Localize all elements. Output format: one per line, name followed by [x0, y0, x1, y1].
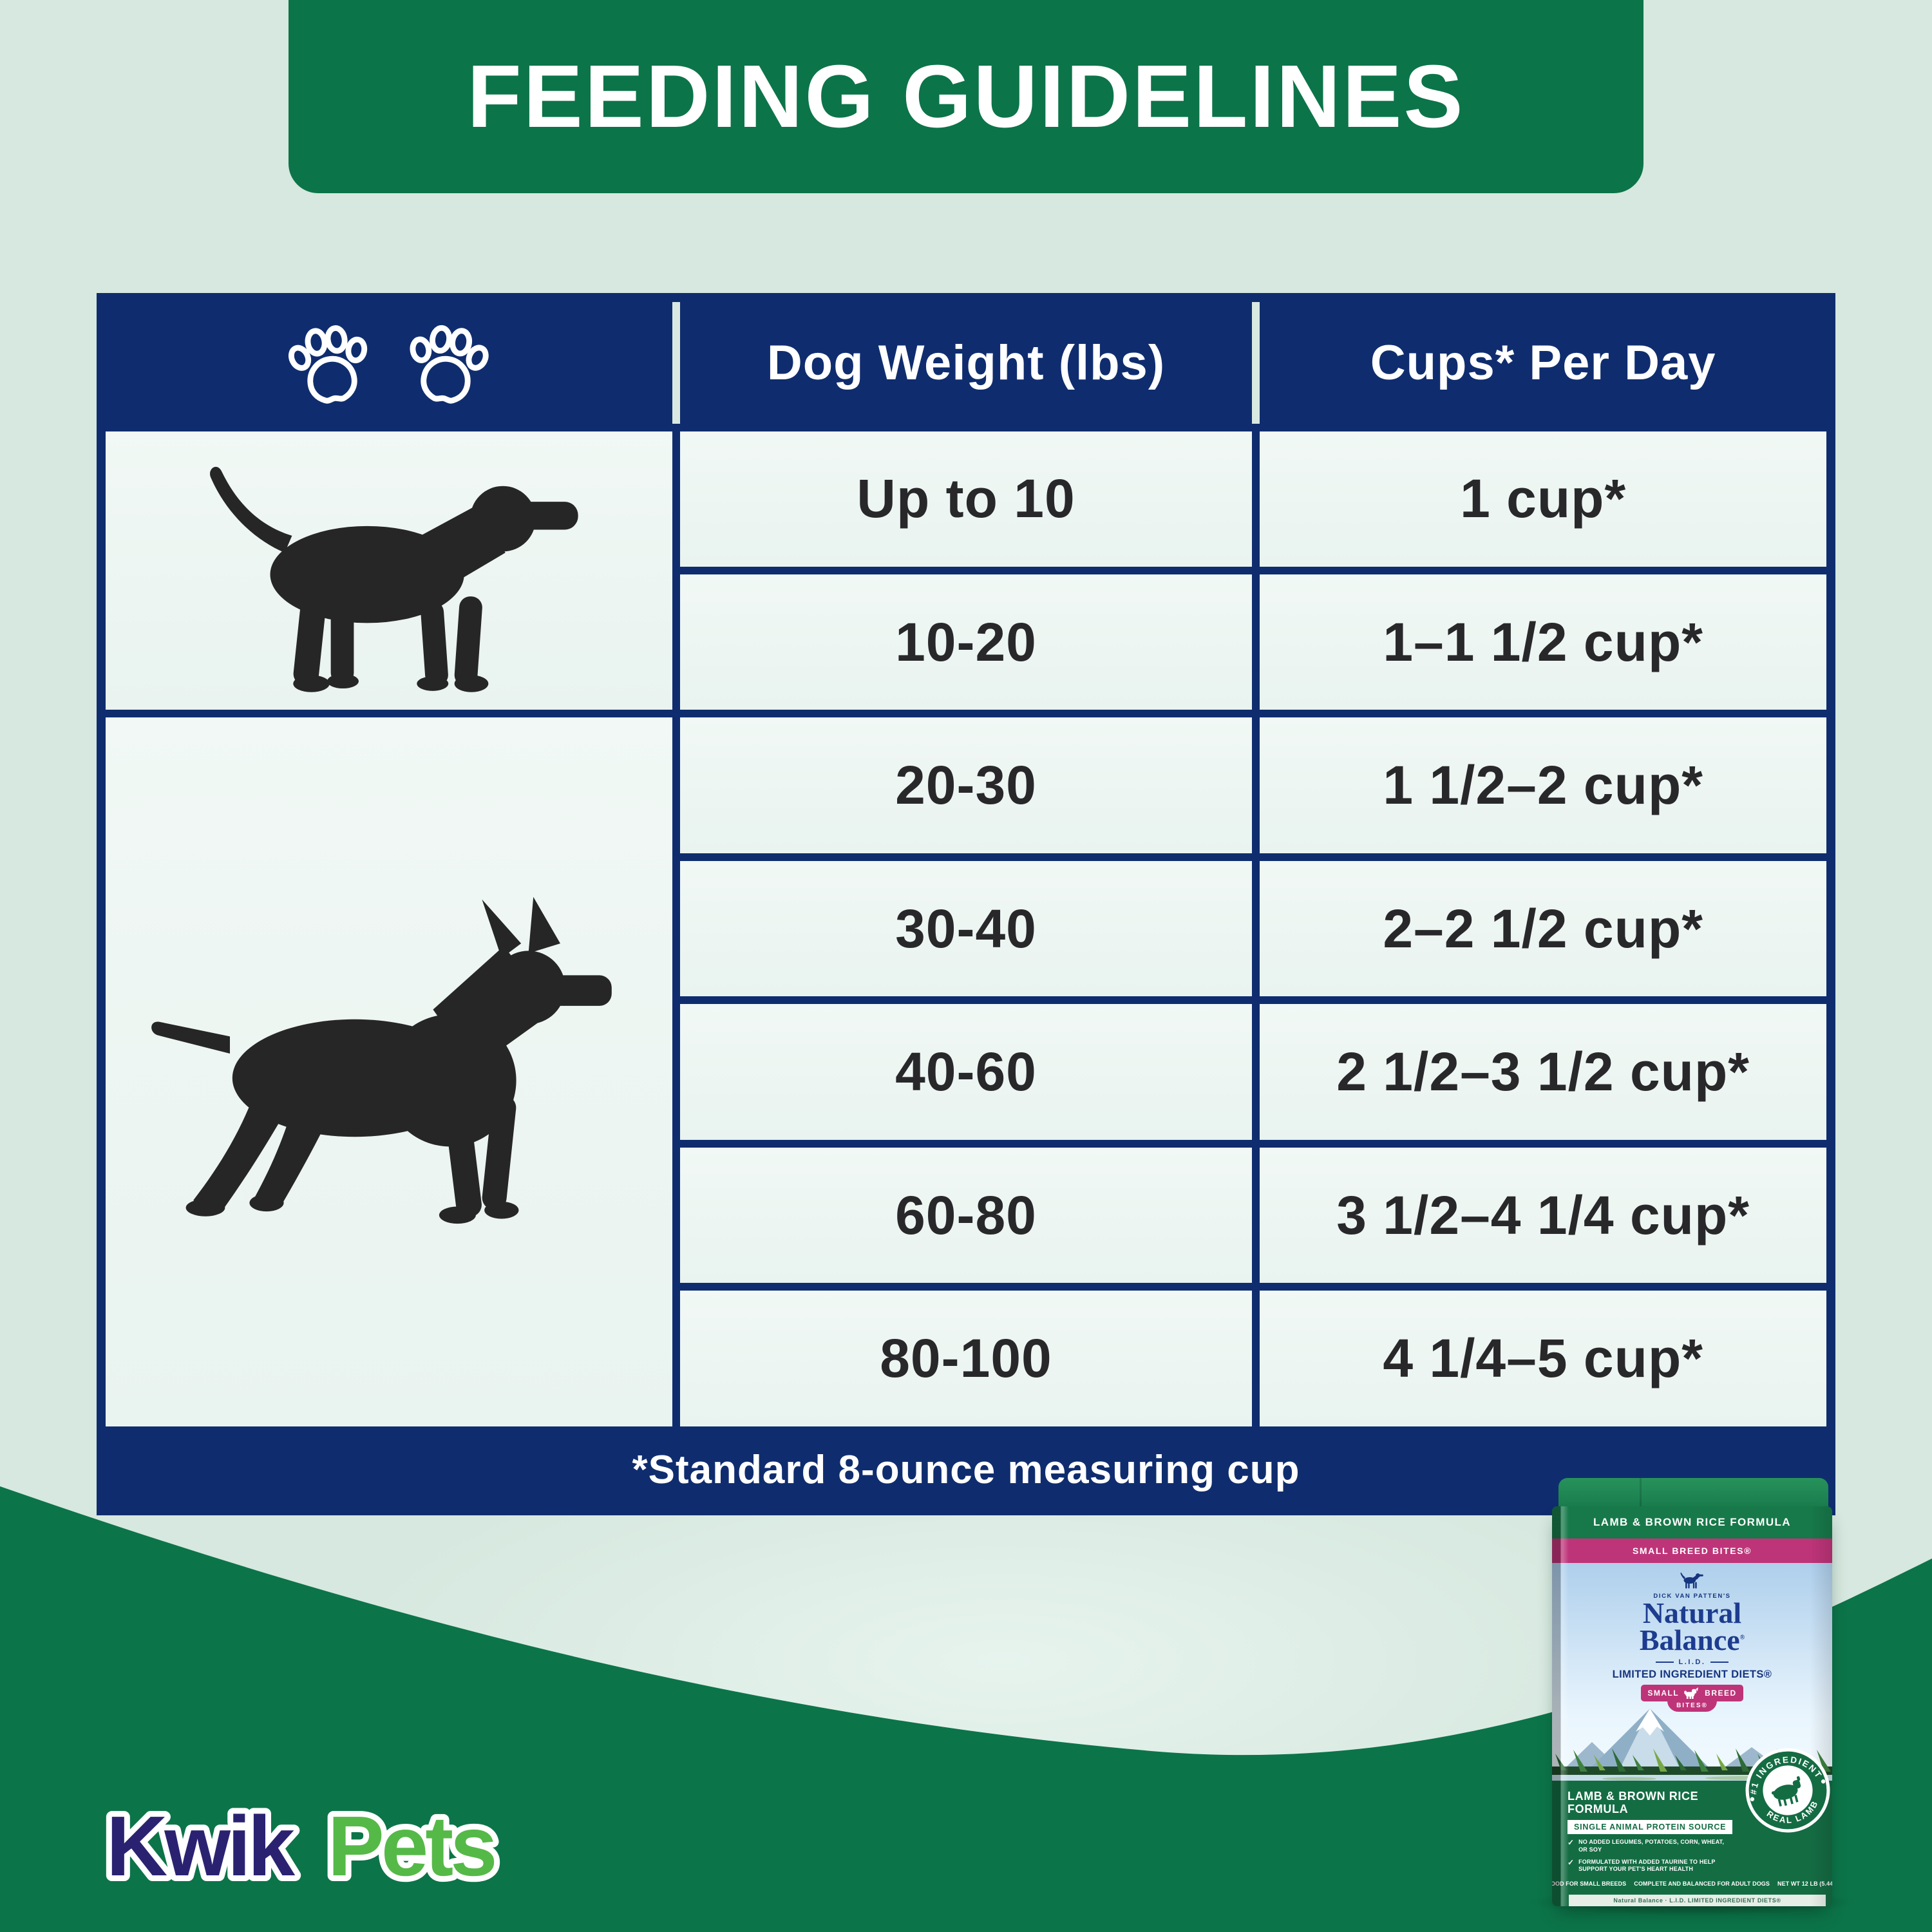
- header-weight-label: Dog Weight (lbs): [766, 335, 1166, 390]
- table-header-paws-cell: [106, 302, 672, 424]
- check-icon: ✓: [1567, 1857, 1575, 1867]
- small-breed-badge: SMALL BREED: [1641, 1684, 1743, 1712]
- weight-cell: 30-40: [679, 860, 1253, 997]
- lid-text: L.I.D.: [1678, 1658, 1706, 1666]
- small-dog-cell: [106, 431, 672, 710]
- product-bag: LAMB & BROWN RICE FORMULA SMALL BREED BI…: [1530, 1478, 1855, 1915]
- cups-cell: 3 1/2–4 1/4 cup*: [1260, 1147, 1826, 1283]
- meta-balanced: COMPLETE AND BALANCED FOR ADULT DOGS: [1634, 1880, 1770, 1887]
- bullet-item: ✓ NO ADDED LEGUMES, POTATOES, CORN, WHEA…: [1567, 1839, 1732, 1853]
- table-header-cups: Cups* Per Day: [1260, 302, 1826, 424]
- owner-line: DICK VAN PATTEN'S: [1653, 1593, 1731, 1600]
- weight-cell: 60-80: [679, 1147, 1253, 1283]
- header-banner: FEEDING GUIDELINES: [289, 0, 1643, 193]
- pets-wordmark: Pets: [328, 1799, 495, 1893]
- table-header-row: Dog Weight (lbs) Cups* Per Day: [106, 302, 1826, 424]
- brand-line1: Natural: [1642, 1596, 1742, 1629]
- lid-divider: L.I.D.: [1655, 1658, 1729, 1666]
- bullet-item: ✓ FORMULATED WITH ADDED TAURINE TO HELP …: [1567, 1859, 1732, 1873]
- westie-icon: [1684, 1687, 1699, 1699]
- formula-title: LAMB & BROWN RICE FORMULA: [1567, 1790, 1698, 1815]
- brand-line2: Balance: [1639, 1624, 1740, 1657]
- bag-formula-band: LAMB & BROWN RICE FORMULA: [1552, 1506, 1832, 1539]
- formula-line2: FORMULA: [1567, 1803, 1629, 1816]
- badge-breed-text: BREED: [1705, 1688, 1737, 1698]
- svg-text:Kwik Pets: Kwik Pets: [106, 1799, 495, 1893]
- large-dog-icon: [151, 896, 612, 1224]
- kwikpets-logo: Kwik Pets: [100, 1793, 504, 1899]
- bag-front: LAMB & BROWN RICE FORMULA SMALL BREED BI…: [1552, 1506, 1832, 1906]
- registered-mark: ®: [1739, 1634, 1745, 1642]
- footnote-text: *Standard 8-ounce measuring cup: [632, 1448, 1300, 1493]
- protein-strip: SINGLE ANIMAL PROTEIN SOURCE: [1567, 1820, 1733, 1835]
- weight-cell: 20-30: [679, 717, 1253, 853]
- cups-cell: 4 1/4–5 cup*: [1260, 1291, 1826, 1426]
- cups-cell: 1 1/2–2 cup*: [1260, 717, 1826, 853]
- bag-green-panel: LAMB & BROWN RICE FORMULA SINGLE ANIMAL …: [1552, 1747, 1832, 1895]
- weight-cell: 40-60: [679, 1004, 1253, 1140]
- lamb-icon: [1771, 1776, 1801, 1807]
- bag-bottom-gusset: Natural Balance · L.I.D. LIMITED INGREDI…: [1569, 1895, 1826, 1906]
- weight-cell: 80-100: [679, 1291, 1253, 1426]
- cups-cell: 1–1 1/2 cup*: [1260, 574, 1826, 710]
- kwik-wordmark: Kwik: [106, 1799, 296, 1893]
- real-lamb-roundel: #1 INGREDIENT REAL LAMB: [1736, 1738, 1832, 1842]
- bag-top-seal: [1558, 1478, 1828, 1510]
- small-dog-icon: [209, 466, 578, 692]
- badge-small-text: SMALL: [1647, 1688, 1680, 1698]
- feeding-table: Dog Weight (lbs) Cups* Per Day: [97, 293, 1835, 1515]
- header-cups-label: Cups* Per Day: [1370, 335, 1716, 390]
- cups-cell: 1 cup*: [1260, 431, 1826, 567]
- meta-net-weight: NET WT 12 LB (5.44 kg): [1777, 1880, 1832, 1887]
- cups-cell: 2–2 1/2 cup*: [1260, 860, 1826, 997]
- bag-sky-panel: DICK VAN PATTEN'S Natural Balance® L.I.D…: [1552, 1563, 1832, 1781]
- page-title: FEEDING GUIDELINES: [467, 46, 1465, 146]
- bag-formula-band-text: LAMB & BROWN RICE FORMULA: [1593, 1516, 1791, 1528]
- bag-smallbreed-band: SMALL BREED BITES®: [1552, 1539, 1832, 1563]
- badge-bites-text: BITES®: [1667, 1700, 1717, 1712]
- meta-small-breeds: FOOD FOR SMALL BREEDS: [1552, 1880, 1627, 1887]
- formula-line1: LAMB & BROWN RICE: [1567, 1790, 1699, 1803]
- brand-wordmark: Natural Balance®: [1639, 1598, 1745, 1657]
- table-body: Up to 10 1 cup* 10-20 1–1 1/2 cup* 20-30…: [106, 431, 1826, 1426]
- weight-cell: Up to 10: [679, 431, 1253, 567]
- bullet-text: FORMULATED WITH ADDED TAURINE TO HELP SU…: [1578, 1858, 1716, 1873]
- check-icon: ✓: [1567, 1838, 1575, 1848]
- paw-icon: [288, 325, 368, 404]
- dog-silhouette-icon: [1680, 1572, 1703, 1589]
- diets-line: LIMITED INGREDIENT DIETS®: [1612, 1668, 1772, 1680]
- weight-cell: 10-20: [679, 574, 1253, 710]
- table-header-weight: Dog Weight (lbs): [679, 302, 1253, 424]
- paw-icon: [410, 325, 489, 404]
- bag-smallbreed-band-text: SMALL BREED BITES®: [1632, 1546, 1752, 1556]
- small-breed-pill: SMALL BREED: [1641, 1684, 1743, 1701]
- cups-cell: 2 1/2–3 1/2 cup*: [1260, 1004, 1826, 1140]
- bag-meta-line: FOOD FOR SMALL BREEDS COMPLETE AND BALAN…: [1552, 1880, 1832, 1887]
- bullet-text: NO ADDED LEGUMES, POTATOES, CORN, WHEAT,…: [1578, 1839, 1725, 1853]
- large-dog-cell: [106, 717, 672, 1426]
- table-footnote-bar: *Standard 8-ounce measuring cup: [106, 1434, 1826, 1506]
